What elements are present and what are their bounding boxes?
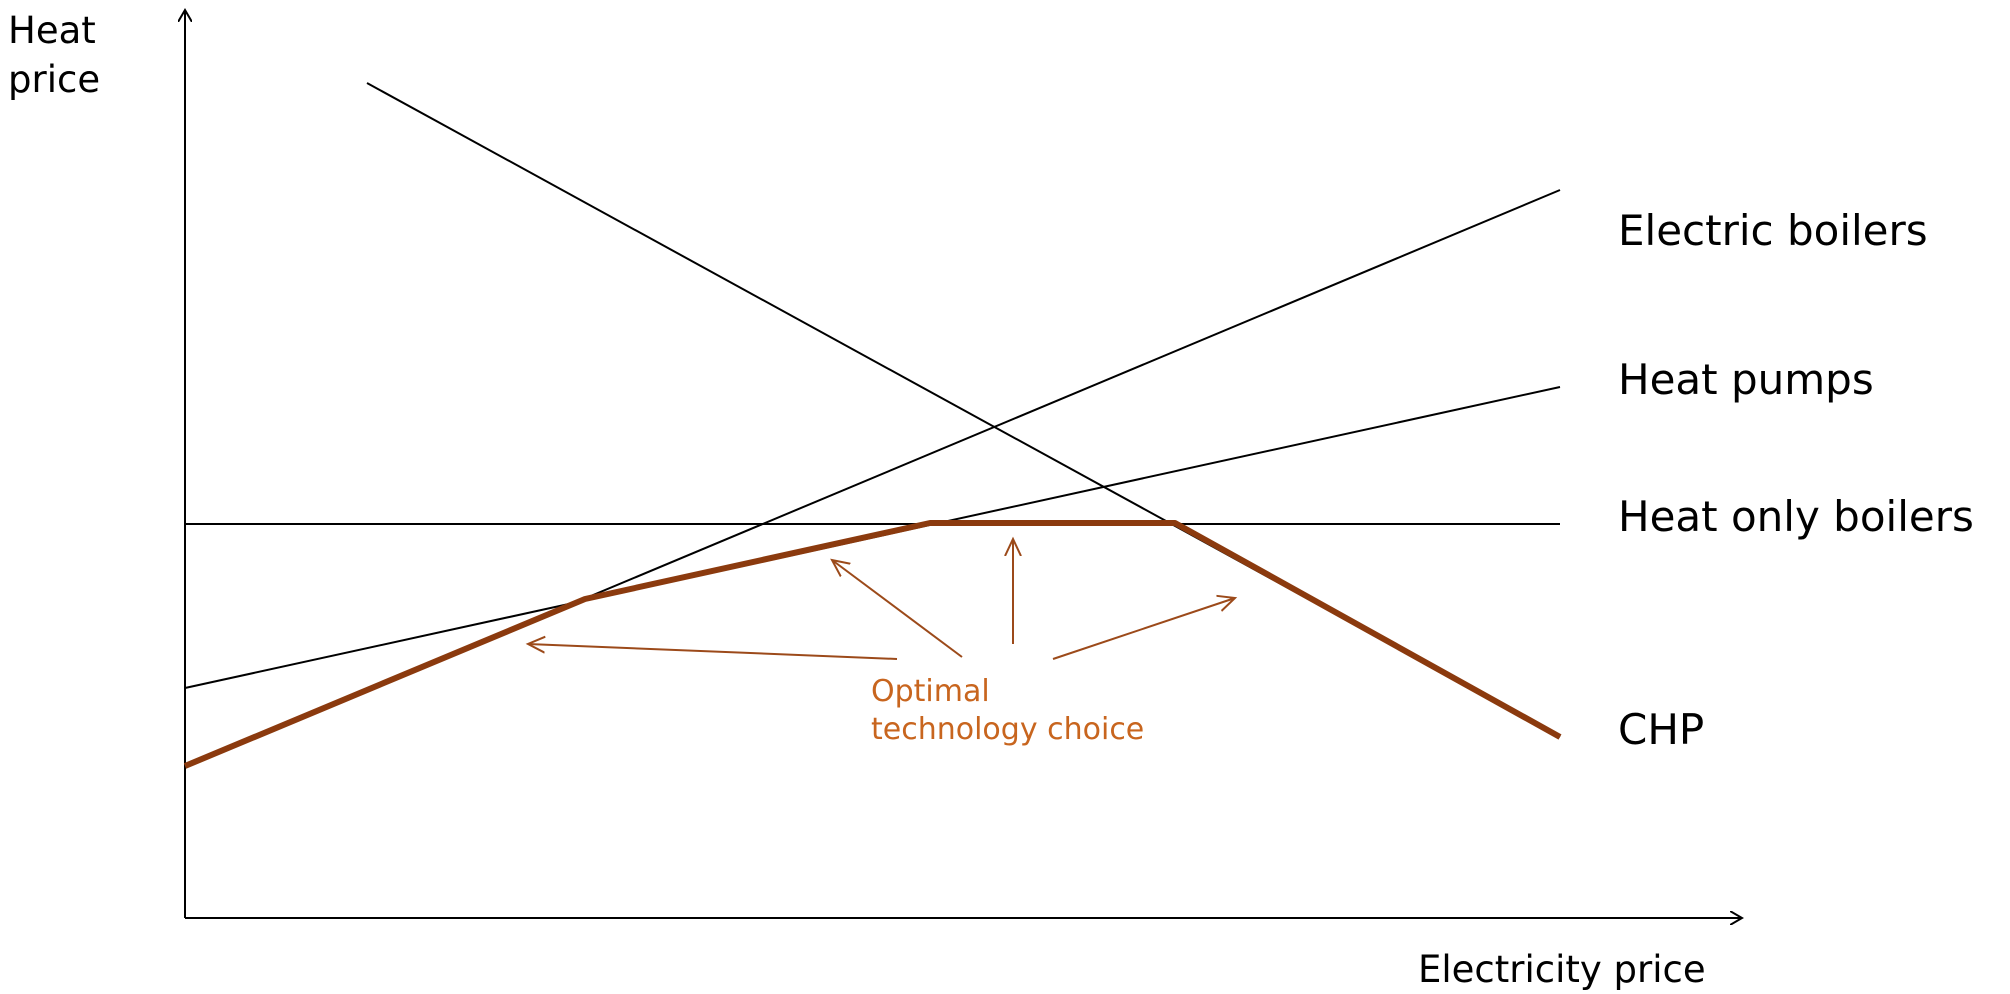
optimal-choice-annotation: Optimal technology choice (871, 674, 1144, 747)
optimal-technology-envelope (183, 520, 1562, 769)
chp-label: CHP (1618, 705, 1704, 754)
annotation-line-2: technology choice (871, 712, 1144, 747)
annotation-line-1: Optimal (871, 674, 990, 709)
annotation-arrow-upper-left (832, 560, 963, 658)
annotation-arrow-left (528, 644, 898, 660)
y-axis-label: Heat price (8, 9, 108, 101)
heat-only-boilers-label: Heat only boilers (1618, 492, 1974, 541)
y-axis-label-line-1: Heat (8, 9, 96, 52)
electric-boilers-label: Electric boilers (1618, 206, 1928, 255)
heat-pumps-label: Heat pumps (1618, 355, 1874, 404)
annotation-arrow-right (1052, 598, 1235, 660)
x-axis-label: Electricity price (1418, 948, 1706, 991)
y-axis-label-line-2: price (8, 58, 100, 101)
